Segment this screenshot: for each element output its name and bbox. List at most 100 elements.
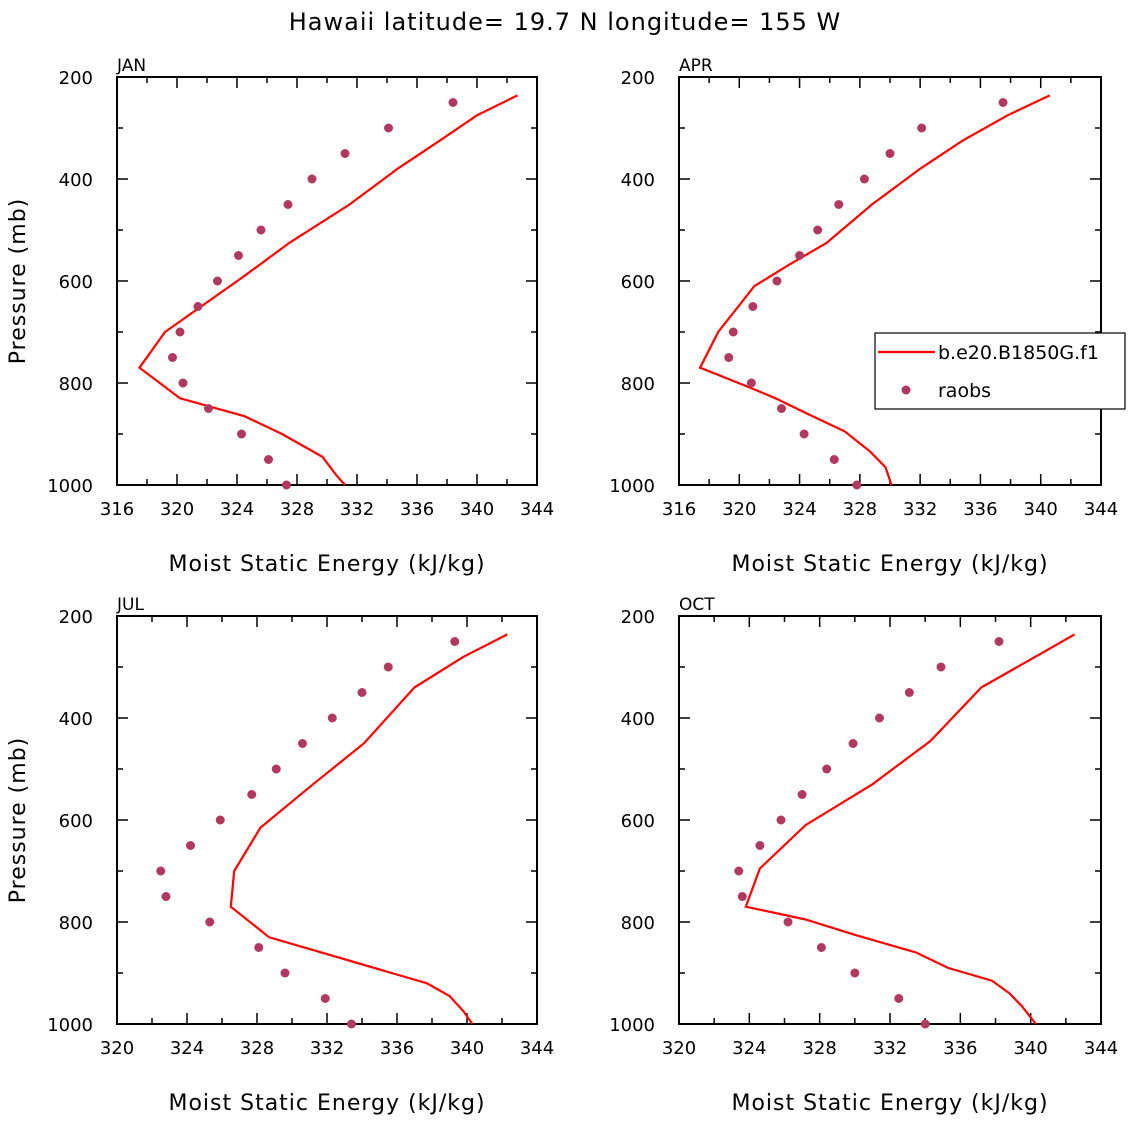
x-tick-label: 328: [843, 499, 877, 520]
obs-point: [813, 225, 823, 235]
obs-point: [734, 866, 744, 876]
obs-point: [254, 943, 264, 952]
obs-point: [271, 764, 281, 774]
x-tick-label: 336: [400, 499, 434, 520]
legend-dot-swatch: [901, 385, 911, 395]
legend: b.e20.B1850G.f1 raobs: [874, 332, 1126, 410]
x-tick-label: 344: [520, 1038, 554, 1059]
obs-point: [234, 251, 243, 260]
figure-title: Hawaii latitude= 19.7 N longitude= 155 W: [289, 8, 842, 36]
obs-point: [776, 815, 786, 825]
x-tick-label: 336: [963, 499, 997, 520]
obs-point: [280, 968, 290, 978]
x-tick-label: 324: [782, 499, 816, 520]
y-tick-label: 600: [621, 272, 655, 293]
obs-point: [340, 149, 350, 158]
obs-point: [994, 637, 1004, 646]
obs-point: [917, 123, 927, 133]
obs-point: [178, 378, 188, 388]
obs-point: [186, 841, 195, 850]
obs-point: [357, 688, 367, 697]
x-tick-label: 332: [903, 499, 937, 520]
obs-point: [737, 892, 747, 901]
obs-point: [450, 637, 460, 646]
obs-point: [783, 917, 793, 927]
obs-point: [850, 968, 860, 978]
x-tick-label: 320: [722, 499, 756, 520]
obs-point: [247, 790, 257, 799]
panel-apr: APR 316 320 324 328 332 336 340 344 200 400 600 800 1…: [609, 56, 1118, 577]
y-axis-label: Pressure (mb): [6, 737, 31, 904]
obs-point: [894, 994, 904, 1003]
y-tick-label: 400: [59, 170, 93, 191]
panel-jul: JUL 320 324 328 332 336 340 344 200 400 600 800 1000…: [6, 595, 554, 1116]
x-tick-label: 320: [160, 499, 194, 520]
obs-point: [772, 276, 782, 286]
y-tick-label: 200: [59, 68, 93, 89]
panel-oct: OCT 320 324 328 332 336 340 344 200 400 600 800 1000…: [609, 595, 1118, 1116]
obs-point: [282, 480, 291, 490]
obs-point: [161, 892, 171, 901]
x-tick-label: 332: [310, 1038, 344, 1059]
x-axis-label: Moist Static Energy (kJ/kg): [168, 552, 485, 577]
obs-point: [776, 404, 786, 413]
obs-point: [320, 994, 330, 1003]
obs-point: [834, 200, 844, 209]
obs-point: [448, 98, 458, 107]
x-tick-label: 320: [662, 1038, 696, 1059]
x-tick-label: 328: [280, 499, 314, 520]
obs-point: [193, 302, 203, 311]
x-tick-label: 344: [1084, 499, 1118, 520]
panel-label: JAN: [116, 56, 146, 76]
y-tick-label: 1000: [609, 476, 655, 497]
model-line: [137, 94, 518, 486]
x-tick-label: 340: [1013, 1038, 1047, 1059]
obs-point: [298, 739, 307, 748]
x-tick-label: 328: [240, 1038, 274, 1059]
plot-frame: [116, 615, 538, 1025]
obs-point: [799, 429, 809, 439]
x-tick-label: 336: [943, 1038, 977, 1059]
obs-point: [885, 149, 895, 158]
y-tick-label: 800: [621, 374, 655, 395]
obs-point: [829, 455, 839, 464]
y-axis-label: Pressure (mb): [6, 198, 31, 365]
x-tick-label: 344: [520, 499, 554, 520]
x-tick-label: 340: [1024, 499, 1058, 520]
y-tick-label: 400: [621, 170, 655, 191]
x-tick-label: 328: [802, 1038, 836, 1059]
obs-point: [327, 713, 337, 723]
x-tick-label: 316: [100, 499, 134, 520]
obs-point: [746, 378, 756, 388]
model-line: [229, 633, 508, 1025]
obs-point: [156, 866, 166, 876]
obs-point: [755, 841, 765, 850]
y-tick-label: 1000: [47, 476, 93, 497]
x-tick-label: 324: [732, 1038, 766, 1059]
obs-point: [237, 429, 246, 439]
obs-point: [724, 353, 734, 362]
obs-point: [168, 353, 177, 362]
obs-point: [795, 251, 805, 260]
y-tick-label: 600: [59, 811, 93, 832]
obs-point: [347, 1019, 356, 1029]
obs-point: [213, 276, 222, 286]
obs-point: [748, 302, 758, 311]
obs-point: [904, 688, 914, 697]
x-tick-label: 332: [873, 1038, 907, 1059]
obs-point: [848, 739, 858, 748]
panel-label: APR: [679, 56, 713, 76]
y-tick-label: 800: [59, 374, 93, 395]
x-tick-label: 336: [380, 1038, 414, 1059]
obs-point: [307, 174, 317, 184]
y-tick-label: 200: [59, 607, 93, 628]
y-tick-label: 400: [59, 709, 93, 730]
obs-point: [175, 327, 185, 337]
panel-label: JUL: [116, 595, 144, 615]
obs-point: [822, 764, 832, 774]
obs-point: [874, 713, 884, 723]
model-line: [698, 94, 1051, 486]
x-tick-label: 340: [460, 499, 494, 520]
x-tick-label: 324: [170, 1038, 204, 1059]
